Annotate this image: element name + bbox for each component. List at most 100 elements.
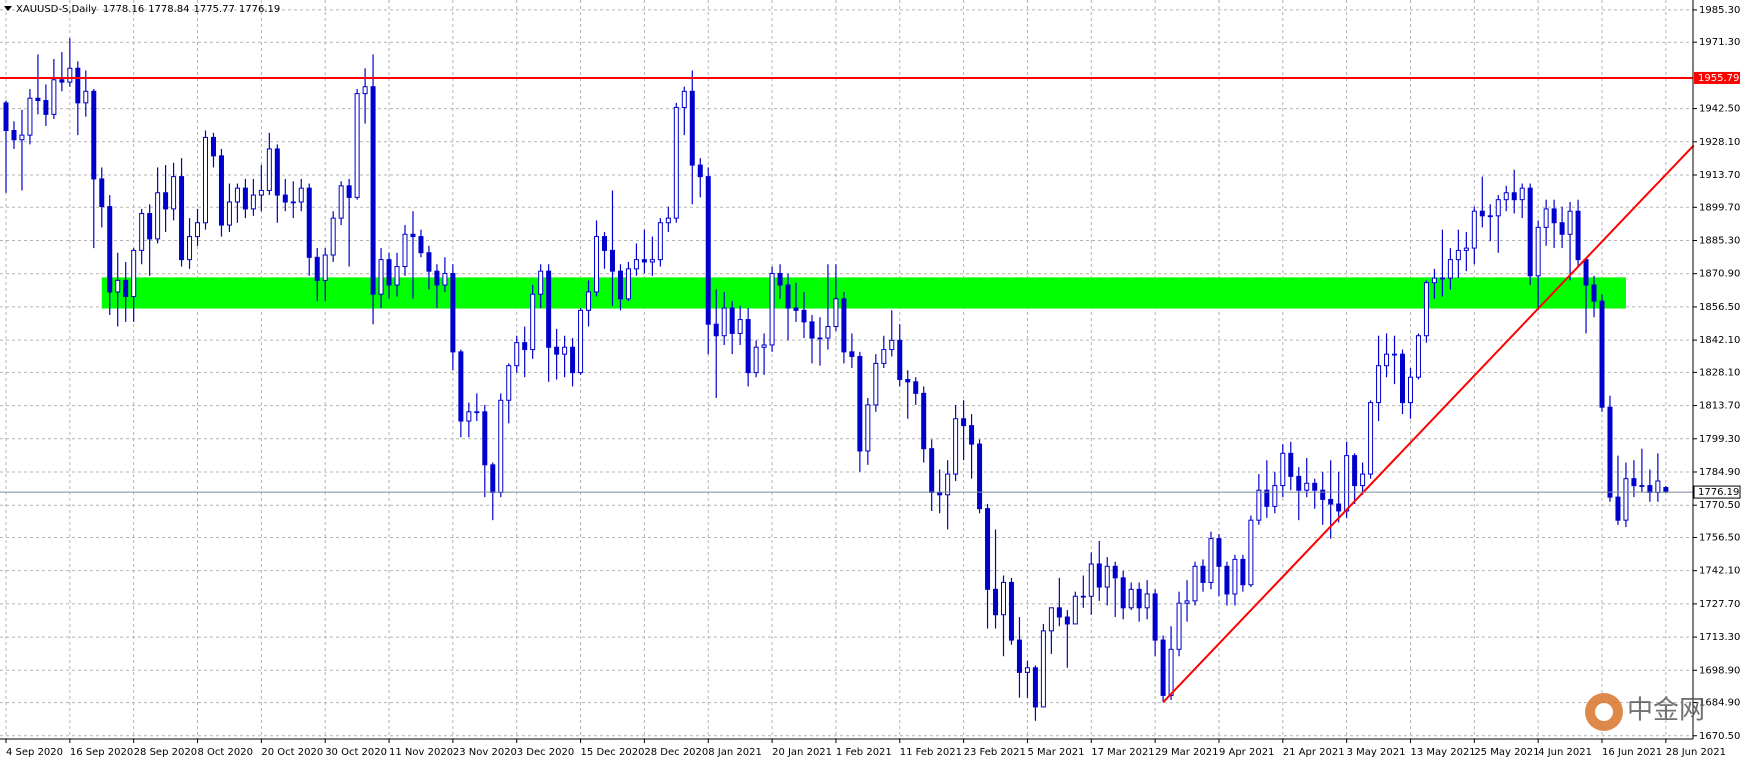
candle-body (785, 284, 791, 309)
candle-body (1192, 565, 1198, 602)
candle-body (617, 270, 623, 300)
chart-header: XAUUSD-S,Daily 1778.16 1778.84 1775.77 1776.… (16, 4, 280, 15)
candle-body (833, 298, 839, 327)
candle-body (841, 298, 847, 353)
candle-body (1599, 300, 1605, 408)
symbol: XAUUSD-S,Daily (16, 4, 97, 15)
candle-body (314, 256, 320, 281)
candle-body (1048, 607, 1054, 632)
x-tick-label: 9 Apr 2021 (1219, 747, 1274, 758)
open-value: 1778.16 (103, 4, 144, 15)
y-tick-label: 1885.30 (1699, 235, 1740, 246)
candle-body (226, 201, 232, 226)
y-tick-label: 1942.50 (1699, 104, 1740, 115)
candle-body (1184, 600, 1190, 604)
candle-body (745, 319, 751, 374)
candle-body (1208, 538, 1214, 583)
candle-body (474, 411, 480, 414)
candle-body (115, 279, 121, 293)
y-tick-label: 1913.70 (1699, 170, 1740, 181)
candle-body (218, 155, 224, 226)
y-tick-label: 1670.50 (1699, 731, 1740, 742)
candle-body (466, 411, 472, 422)
candle-body (1200, 565, 1206, 583)
candle-body (1016, 639, 1022, 673)
candle-body (1368, 402, 1374, 475)
candle-body (825, 325, 831, 339)
candle-body (107, 206, 113, 293)
candle-body (1567, 210, 1573, 235)
candle-body (3, 102, 9, 132)
close-value: 1776.19 (239, 4, 280, 15)
candle-body (641, 259, 647, 263)
x-tick-label: 11 Nov 2020 (389, 747, 453, 758)
candle-body (881, 349, 887, 364)
candle-body (1423, 282, 1429, 337)
x-tick-label: 16 Sep 2020 (70, 747, 133, 758)
candle-body (306, 187, 312, 258)
candle-body (346, 185, 352, 198)
candle-body (139, 213, 145, 251)
candle-body (187, 236, 193, 261)
candle-body (1663, 487, 1669, 493)
candle-body (1088, 563, 1094, 597)
candle-body (274, 148, 280, 196)
candle-body (1511, 192, 1517, 201)
candle-body (1407, 376, 1413, 404)
candle-body (242, 187, 248, 210)
candle-body (131, 249, 137, 298)
candle-body (163, 192, 169, 210)
candle-body (857, 355, 863, 452)
candle-body (330, 217, 336, 256)
candle-body (737, 319, 743, 334)
candle-body (266, 148, 272, 191)
candle-body (609, 249, 615, 272)
candle-body (921, 392, 927, 450)
candle-body (649, 259, 655, 263)
candle-body (554, 346, 560, 355)
candle-body (801, 309, 807, 323)
y-tick-label: 1971.30 (1699, 37, 1740, 48)
candle-body (1591, 284, 1597, 302)
x-tick-label: 8 Jan 2021 (708, 747, 762, 758)
watermark-text: 中金网 (1627, 696, 1705, 726)
candle-body (937, 492, 943, 496)
candle-body (1551, 208, 1557, 224)
candle-body (418, 236, 424, 254)
candle-body (490, 464, 496, 494)
x-tick-label: 13 May 2021 (1410, 747, 1475, 758)
candle-body (1176, 602, 1182, 650)
candle-body (1160, 639, 1166, 696)
resistance-label: 1955.79 (1698, 73, 1739, 84)
candle-body (625, 268, 631, 300)
candle-body (1479, 210, 1485, 217)
menu-icon[interactable] (4, 6, 12, 11)
candle-body (1415, 335, 1421, 378)
candle-body (1152, 593, 1158, 641)
candle-body (1096, 563, 1102, 588)
support-zone (101, 277, 1626, 309)
candle-body (1320, 489, 1326, 500)
candle-body (546, 270, 552, 348)
candle-body (394, 266, 400, 286)
x-tick-label: 23 Feb 2021 (964, 747, 1026, 758)
candle-body (155, 192, 161, 240)
candle-body (809, 321, 815, 339)
x-tick-label: 30 Oct 2020 (325, 747, 387, 758)
candle-body (657, 222, 663, 261)
candle-body (210, 136, 216, 157)
candle-body (59, 79, 65, 83)
candle-body (793, 307, 799, 311)
zone-layer (101, 277, 1626, 309)
candle-body (19, 134, 25, 141)
y-tick-label: 1828.10 (1699, 367, 1740, 378)
candle-body (354, 93, 360, 198)
candle-body (865, 404, 871, 452)
y-tick-label: 1727.70 (1699, 599, 1740, 610)
x-tick-label: 28 Jun 2021 (1666, 747, 1726, 758)
y-tick-label: 1899.70 (1699, 202, 1740, 213)
candle-body (753, 346, 759, 374)
x-tick-label: 29 Mar 2021 (1155, 747, 1218, 758)
